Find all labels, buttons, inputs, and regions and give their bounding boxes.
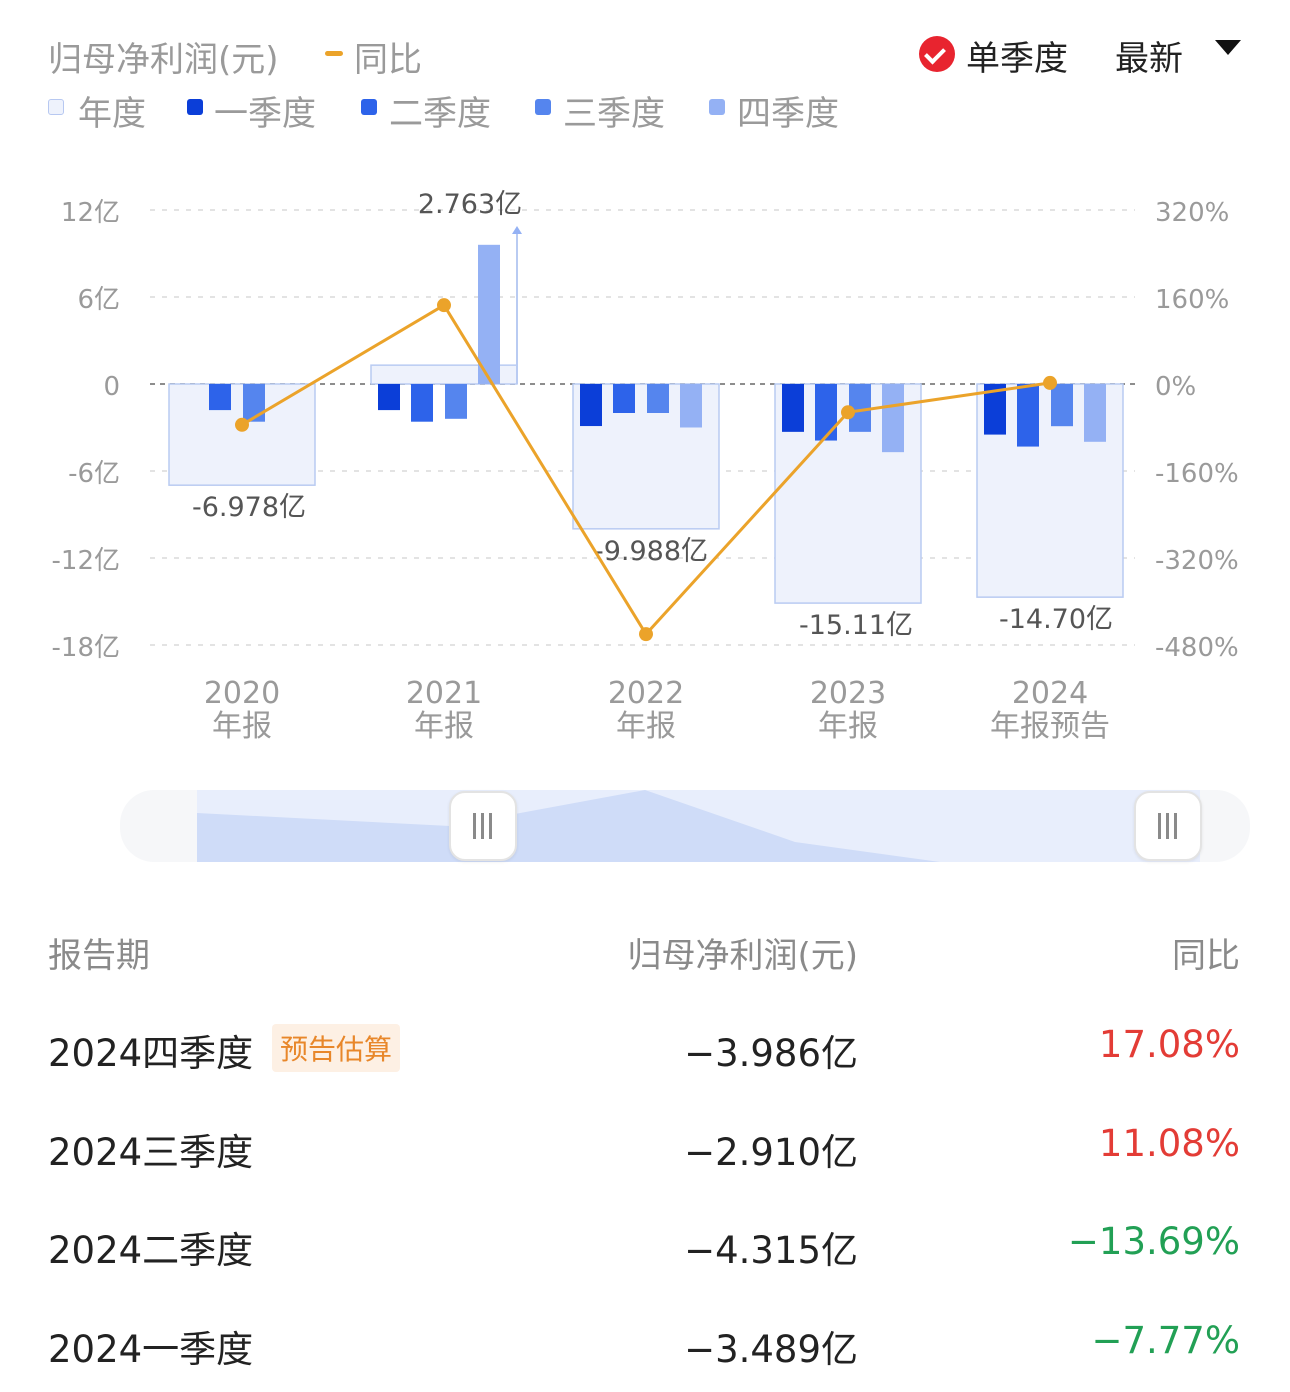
yoy-point (639, 627, 653, 642)
y-right-tick-label: 160% (1155, 285, 1229, 315)
chevron-down-icon[interactable] (1215, 40, 1241, 55)
row-1-value: −3.986亿 (684, 1032, 858, 1075)
single-quarter-check-icon[interactable] (919, 36, 955, 72)
quarter-bar (243, 384, 265, 422)
metric-legend-label[interactable]: 归母净利润(元) (48, 40, 279, 80)
x-tick-label: 年报 (414, 709, 474, 744)
row-3-period: 2024二季度 (48, 1229, 254, 1272)
overflow-arrow-icon (512, 226, 522, 234)
quarter-bar (882, 384, 904, 453)
y-right-tick-label: -480% (1155, 633, 1239, 663)
quarter-bar (680, 384, 702, 428)
slider-right-handle[interactable] (1134, 791, 1202, 861)
quarter-bar (647, 384, 669, 413)
legend-swatch-annual (48, 99, 64, 115)
y-left-tick-label: 0 (103, 372, 120, 402)
quarter-bar (378, 384, 400, 411)
yoy-point (841, 405, 855, 420)
x-tick-label: 年报 (616, 709, 676, 744)
x-tick-label: 2023 (810, 676, 886, 711)
slider-overview-area (197, 790, 940, 862)
row-2-value: −2.910亿 (684, 1131, 858, 1174)
legend-item-q1[interactable]: 一季度 (214, 94, 316, 134)
annual-value-label: -14.70亿 (999, 604, 1113, 635)
x-tick-label: 年报预告 (990, 709, 1110, 744)
y-right-tick-label: -160% (1155, 459, 1239, 489)
legend-item-q4[interactable]: 四季度 (737, 94, 839, 134)
quarter-bar (1017, 384, 1039, 447)
annual-value-label: -9.988亿 (594, 536, 708, 567)
row-4-period: 2024一季度 (48, 1328, 254, 1371)
y-left-tick-label: 6亿 (77, 285, 120, 315)
x-tick-label: 年报 (818, 709, 878, 744)
x-tick-label: 2024 (1012, 676, 1088, 711)
yoy-point (437, 298, 451, 313)
legend-item-annual[interactable]: 年度 (78, 94, 146, 134)
yoy-legend-label[interactable]: 同比 (354, 40, 422, 80)
x-tick-label: 2020 (204, 676, 280, 711)
quarter-bar (478, 244, 500, 384)
quarter-bar (613, 384, 635, 413)
slider-left-handle[interactable] (449, 791, 517, 861)
single-quarter-toggle[interactable]: 单季度 (966, 39, 1068, 79)
y-right-tick-label: 0% (1155, 372, 1196, 402)
y-left-tick-label: 12亿 (61, 198, 120, 228)
profit-chart[interactable]: 12亿 6亿 0 -6亿 -12亿 -18亿 320% 160% 0% -160% -320% -48… (0, 0, 1290, 760)
x-tick-label: 2022 (608, 676, 684, 711)
row-4-yoy: −7.77% (1091, 1319, 1240, 1362)
quarter-bar (1084, 384, 1106, 442)
x-tick-label: 年报 (212, 709, 272, 744)
legend-swatch-q3 (535, 99, 551, 115)
range-slider-track[interactable] (120, 790, 1250, 862)
quarter-bar (782, 384, 804, 432)
quarter-bar (445, 384, 467, 419)
forecast-badge: 预告估算 (272, 1024, 401, 1072)
legend-item-q2[interactable]: 二季度 (389, 94, 491, 134)
row-2-yoy: 11.08% (1098, 1122, 1240, 1165)
y-right-tick-label: -320% (1155, 546, 1239, 576)
quarter-bar (209, 384, 231, 411)
quarter-bar (815, 384, 837, 441)
annual-value-label: -6.978亿 (192, 492, 306, 523)
table-header-value[interactable]: 归母净利润(元) (627, 936, 858, 976)
legend-swatch-q1 (187, 99, 203, 115)
legend-swatch-q4 (709, 99, 725, 115)
quarter-bar (849, 384, 871, 432)
table-header-yoy[interactable]: 同比 (1172, 936, 1240, 976)
y-left-tick-label: -18亿 (52, 633, 120, 663)
quarter-bar (580, 384, 602, 427)
yoy-legend-swatch (325, 51, 343, 56)
table-header-period[interactable]: 报告期 (48, 936, 150, 976)
annual-value-label: 2.763亿 (418, 189, 522, 220)
legend-item-q3[interactable]: 三季度 (563, 94, 665, 134)
quarter-bar (984, 384, 1006, 435)
y-right-tick-label: 320% (1155, 198, 1229, 228)
y-left-tick-label: -12亿 (52, 546, 120, 576)
quarter-bar (411, 384, 433, 422)
legend-swatch-q2 (361, 99, 377, 115)
row-3-yoy: −13.69% (1067, 1220, 1240, 1263)
row-1-yoy: 17.08% (1098, 1023, 1240, 1066)
quarter-bar (1051, 384, 1073, 427)
x-tick-label: 2021 (406, 676, 482, 711)
row-4-value: −3.489亿 (684, 1328, 858, 1371)
row-2-period: 2024三季度 (48, 1131, 254, 1174)
yoy-point (1043, 375, 1057, 390)
annual-bar (168, 383, 316, 486)
y-left-tick-label: -6亿 (68, 459, 120, 489)
row-1-period: 2024四季度 (48, 1032, 254, 1075)
annual-value-label: -15.11亿 (799, 610, 913, 641)
sort-select[interactable]: 最新 (1115, 39, 1183, 79)
yoy-point (235, 417, 249, 432)
row-3-value: −4.315亿 (684, 1229, 858, 1272)
